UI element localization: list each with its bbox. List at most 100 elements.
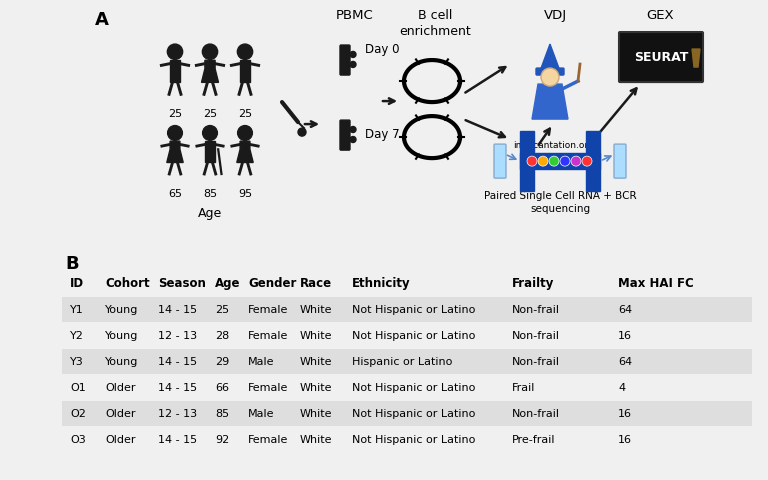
- Circle shape: [538, 156, 548, 166]
- Text: White: White: [300, 435, 333, 445]
- FancyBboxPatch shape: [62, 401, 752, 426]
- Text: 16: 16: [618, 331, 632, 341]
- Text: Female: Female: [248, 331, 288, 341]
- Text: Age: Age: [215, 277, 240, 290]
- Text: 14 - 15: 14 - 15: [158, 383, 197, 393]
- Text: Ethnicity: Ethnicity: [352, 277, 411, 290]
- Polygon shape: [540, 44, 560, 71]
- Text: Male: Male: [248, 409, 274, 419]
- Circle shape: [549, 156, 559, 166]
- Text: Cohort: Cohort: [105, 277, 150, 290]
- Text: Non-frail: Non-frail: [512, 357, 560, 367]
- Text: immcantation.org: immcantation.org: [512, 141, 594, 150]
- Text: O1: O1: [70, 383, 86, 393]
- Circle shape: [237, 44, 253, 60]
- Text: 85: 85: [203, 189, 217, 199]
- Text: Y3: Y3: [70, 357, 84, 367]
- FancyBboxPatch shape: [62, 297, 752, 322]
- Text: Non-frail: Non-frail: [512, 331, 560, 341]
- Circle shape: [350, 51, 356, 58]
- Text: 85: 85: [215, 409, 229, 419]
- Circle shape: [237, 126, 253, 140]
- Text: Not Hispanic or Latino: Not Hispanic or Latino: [352, 409, 475, 419]
- FancyBboxPatch shape: [62, 349, 752, 374]
- Text: Pre-frail: Pre-frail: [512, 435, 555, 445]
- FancyBboxPatch shape: [586, 131, 600, 191]
- Polygon shape: [167, 141, 184, 163]
- Circle shape: [202, 44, 217, 60]
- Text: 4: 4: [618, 383, 625, 393]
- Text: Not Hispanic or Latino: Not Hispanic or Latino: [352, 435, 475, 445]
- Text: 25: 25: [168, 109, 182, 119]
- Text: GEX: GEX: [646, 9, 674, 22]
- Polygon shape: [692, 49, 700, 67]
- Text: Day 0: Day 0: [365, 43, 399, 56]
- Text: 12 - 13: 12 - 13: [158, 409, 197, 419]
- Text: B cell
enrichment: B cell enrichment: [399, 9, 471, 38]
- Text: Gender: Gender: [248, 277, 296, 290]
- Text: Paired Single Cell RNA + BCR
sequencing: Paired Single Cell RNA + BCR sequencing: [484, 191, 637, 214]
- FancyBboxPatch shape: [614, 144, 626, 178]
- Text: 16: 16: [618, 435, 632, 445]
- Circle shape: [560, 156, 570, 166]
- Text: White: White: [300, 383, 333, 393]
- Circle shape: [350, 61, 356, 68]
- Text: Y2: Y2: [70, 331, 84, 341]
- FancyBboxPatch shape: [619, 32, 703, 82]
- Text: Day 7: Day 7: [365, 128, 399, 141]
- Text: Not Hispanic or Latino: Not Hispanic or Latino: [352, 383, 475, 393]
- Text: Frailty: Frailty: [512, 277, 554, 290]
- Text: 28: 28: [215, 331, 230, 341]
- Text: Non-frail: Non-frail: [512, 305, 560, 315]
- FancyBboxPatch shape: [520, 153, 600, 169]
- Text: Young: Young: [105, 331, 138, 341]
- Text: Not Hispanic or Latino: Not Hispanic or Latino: [352, 331, 475, 341]
- Text: White: White: [300, 357, 333, 367]
- Text: White: White: [300, 331, 333, 341]
- Text: 25: 25: [215, 305, 229, 315]
- Text: Hispanic or Latino: Hispanic or Latino: [352, 357, 452, 367]
- Text: VDJ: VDJ: [544, 9, 567, 22]
- Circle shape: [203, 126, 217, 140]
- Polygon shape: [170, 60, 180, 83]
- Text: Y1: Y1: [70, 305, 84, 315]
- Text: 92: 92: [215, 435, 230, 445]
- Polygon shape: [205, 141, 215, 163]
- Text: Max HAI FC: Max HAI FC: [618, 277, 694, 290]
- Text: Season: Season: [158, 277, 206, 290]
- FancyBboxPatch shape: [340, 120, 350, 150]
- Circle shape: [167, 126, 182, 140]
- Text: 65: 65: [168, 189, 182, 199]
- Text: 29: 29: [215, 357, 230, 367]
- Text: 64: 64: [618, 357, 632, 367]
- Text: O2: O2: [70, 409, 86, 419]
- Circle shape: [571, 156, 581, 166]
- Text: Older: Older: [105, 435, 135, 445]
- Text: 12 - 13: 12 - 13: [158, 331, 197, 341]
- Text: ID: ID: [70, 277, 84, 290]
- Text: 25: 25: [238, 109, 252, 119]
- Text: 64: 64: [618, 305, 632, 315]
- Text: Older: Older: [105, 409, 135, 419]
- Circle shape: [298, 128, 306, 136]
- Text: Non-frail: Non-frail: [512, 409, 560, 419]
- Circle shape: [582, 156, 592, 166]
- Polygon shape: [532, 84, 568, 119]
- Circle shape: [527, 156, 537, 166]
- Text: Older: Older: [105, 383, 135, 393]
- Circle shape: [350, 127, 356, 132]
- Text: Young: Young: [105, 357, 138, 367]
- Text: SEURAT: SEURAT: [634, 50, 688, 63]
- Polygon shape: [240, 60, 250, 83]
- FancyBboxPatch shape: [494, 144, 506, 178]
- Text: Not Hispanic or Latino: Not Hispanic or Latino: [352, 305, 475, 315]
- Text: 66: 66: [215, 383, 229, 393]
- Text: Young: Young: [105, 305, 138, 315]
- Text: 14 - 15: 14 - 15: [158, 435, 197, 445]
- FancyBboxPatch shape: [520, 131, 534, 191]
- Circle shape: [350, 136, 356, 143]
- Text: 14 - 15: 14 - 15: [158, 305, 197, 315]
- FancyBboxPatch shape: [536, 68, 564, 75]
- Text: Female: Female: [248, 305, 288, 315]
- Text: 25: 25: [203, 109, 217, 119]
